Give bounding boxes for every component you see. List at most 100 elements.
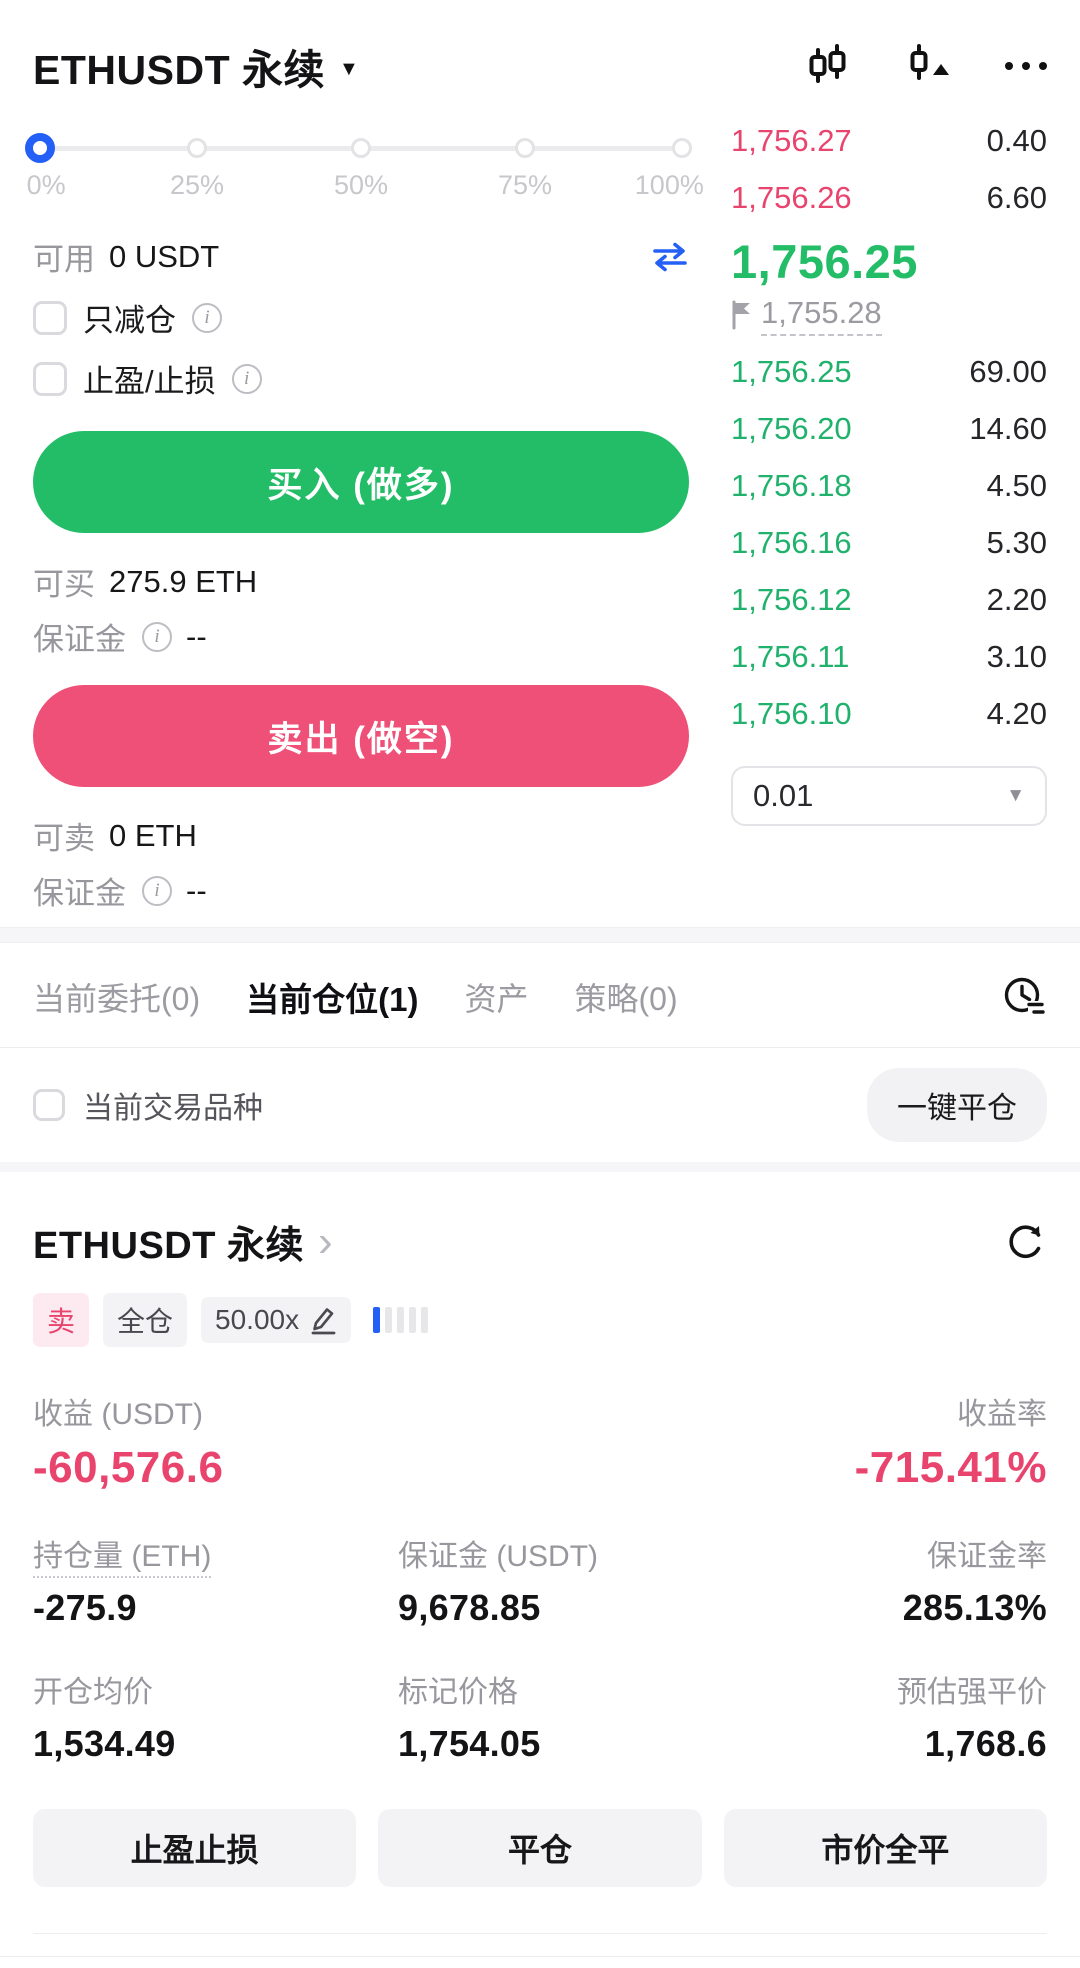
ask-row[interactable]: 1,756.27 0.40 [731,112,1047,169]
pnl-rate-value: -715.41% [854,1443,1047,1492]
filter-row: 当前交易品种 一键平仓 [0,1048,1080,1162]
position-card: ETHUSDT 永续 › 卖 全仓 50.00x 收益 ( [0,1172,1080,1934]
tpsl-label: 止盈/止损 [83,364,216,399]
tick-size-select[interactable]: 0.01 ▼ [731,766,1047,826]
more-icon[interactable] [1005,62,1047,70]
available-value: 0 USDT [109,238,220,274]
bid-row[interactable]: 1,756.25 69.00 [731,343,1047,400]
tpsl-checkbox[interactable] [33,361,67,396]
order-book: 1,756.27 0.40 1,756.26 6.60 1,756.25 1,7… [731,112,1047,913]
slider-stop-50[interactable] [351,138,371,158]
position-margin-value: 9,678.85 [398,1587,541,1628]
side-tag: 卖 [33,1293,90,1347]
buy-long-button[interactable]: 买入 (做多) [33,431,689,533]
slider-label: 25% [169,170,225,200]
close-all-positions-button[interactable]: 一键平仓 [867,1068,1047,1142]
sell-short-button[interactable]: 卖出 (做空) [33,685,689,787]
candlestick-chart-icon[interactable] [805,43,851,89]
flag-icon [731,300,755,330]
entry-price-label: 开仓均价 [33,1676,153,1709]
position-mark-label: 标记价格 [398,1676,519,1709]
can-sell-label: 可卖 [33,821,95,856]
bid-price: 1,756.10 [731,695,852,731]
market-close-all-button[interactable]: 市价全平 [723,1809,1047,1887]
last-price[interactable]: 1,756.25 [731,235,918,288]
bid-row[interactable]: 1,756.11 3.10 [731,628,1047,685]
margin-mode-tag[interactable]: 全仓 [103,1293,188,1347]
header: ETHUSDT 永续 ▼ [0,0,1080,102]
amount-slider[interactable]: 0% 25% 50% 75% 100% [24,130,704,214]
tab-open-orders[interactable]: 当前委托(0) [33,981,201,1017]
tpsl-button[interactable]: 止盈止损 [33,1809,357,1887]
section-divider [0,1162,1080,1172]
bid-amount: 4.20 [986,695,1047,731]
size-label: 持仓量 (ETH) [33,1540,212,1578]
tpsl-row: 止盈/止损 i [33,356,689,401]
risk-level-bars [373,1307,429,1333]
bid-row[interactable]: 1,756.10 4.20 [731,685,1047,742]
mark-price-row[interactable]: 1,755.28 [731,293,1047,337]
available-label: 可用 [33,242,95,277]
slider-stop-75[interactable] [515,138,535,158]
candle-alert-icon[interactable] [903,43,953,89]
position-size-cell: 持仓量 (ETH) -275.9 [33,1531,398,1629]
current-instrument-checkbox[interactable] [33,1089,65,1121]
ask-price: 1,756.26 [731,179,852,215]
order-history-icon[interactable] [1001,974,1047,1020]
tab-positions[interactable]: 当前仓位(1) [246,981,419,1018]
pnl-rate-block: 收益率 -715.41% [855,1389,1047,1493]
info-icon[interactable]: i [231,363,262,394]
pnl-label: 收益 (USDT) [33,1398,203,1431]
slider-label: 100% [634,170,704,200]
bid-row[interactable]: 1,756.20 14.60 [731,400,1047,457]
can-sell-value: 0 ETH [109,817,197,853]
bid-row[interactable]: 1,756.18 4.50 [731,457,1047,514]
margin-label: 保证金 [33,876,126,911]
positions-tabs: 当前委托(0) 当前仓位(1) 资产 策略(0) [0,943,1080,1047]
margin-rate-label: 保证金率 [926,1540,1047,1573]
trade-area: 0% 25% 50% 75% 100% 可用 0 USDT 只减仓 i [0,102,1080,913]
reduce-only-checkbox[interactable] [33,300,67,335]
refresh-icon[interactable] [1005,1221,1047,1263]
leverage-value: 50.00x [215,1304,300,1335]
section-divider [0,927,1080,943]
info-icon[interactable]: i [192,302,222,333]
bid-amount: 4.50 [986,467,1047,503]
mark-price-cell: 标记价格 1,754.05 [398,1667,763,1765]
bid-amount: 14.60 [969,410,1047,446]
info-icon[interactable]: i [142,875,172,906]
sell-margin-row: 保证金 i -- [33,868,689,913]
tab-assets[interactable]: 资产 [464,981,529,1017]
divider [0,1047,1080,1048]
entry-price-value: 1,534.49 [33,1723,176,1764]
size-value: -275.9 [33,1587,137,1628]
bid-row[interactable]: 1,756.12 2.20 [731,571,1047,628]
reduce-only-row: 只减仓 i [33,295,689,340]
bid-price: 1,756.18 [731,467,852,503]
bid-row[interactable]: 1,756.16 5.30 [731,514,1047,571]
can-buy-label: 可买 [33,567,95,602]
info-icon[interactable]: i [142,621,172,652]
ask-price: 1,756.27 [731,122,852,158]
slider-stop-100[interactable] [672,138,693,158]
available-row: 可用 0 USDT [33,234,689,279]
ask-row[interactable]: 1,756.26 6.60 [731,169,1047,226]
slider-label: 50% [333,170,389,200]
close-position-button[interactable]: 平仓 [378,1809,702,1887]
can-buy-row: 可买 275.9 ETH [33,559,689,604]
chevron-right-icon: › [318,1216,333,1266]
tab-strategy[interactable]: 策略(0) [574,981,678,1017]
transfer-swap-icon[interactable] [651,242,689,272]
position-symbol[interactable]: ETHUSDT 永续 [33,1225,305,1267]
position-margin-label: 保证金 (USDT) [398,1540,599,1573]
slider-handle[interactable] [24,133,55,163]
slider-label: 0% [26,170,66,200]
bid-price: 1,756.20 [731,410,852,446]
liq-price-label: 预估强平价 [896,1676,1047,1709]
bid-price: 1,756.11 [731,638,850,674]
bid-amount: 3.10 [986,638,1047,674]
bid-price: 1,756.25 [731,353,852,389]
symbol-selector[interactable]: ETHUSDT 永续 ▼ [33,36,359,96]
leverage-tag[interactable]: 50.00x [201,1297,352,1343]
slider-stop-25[interactable] [187,138,207,158]
